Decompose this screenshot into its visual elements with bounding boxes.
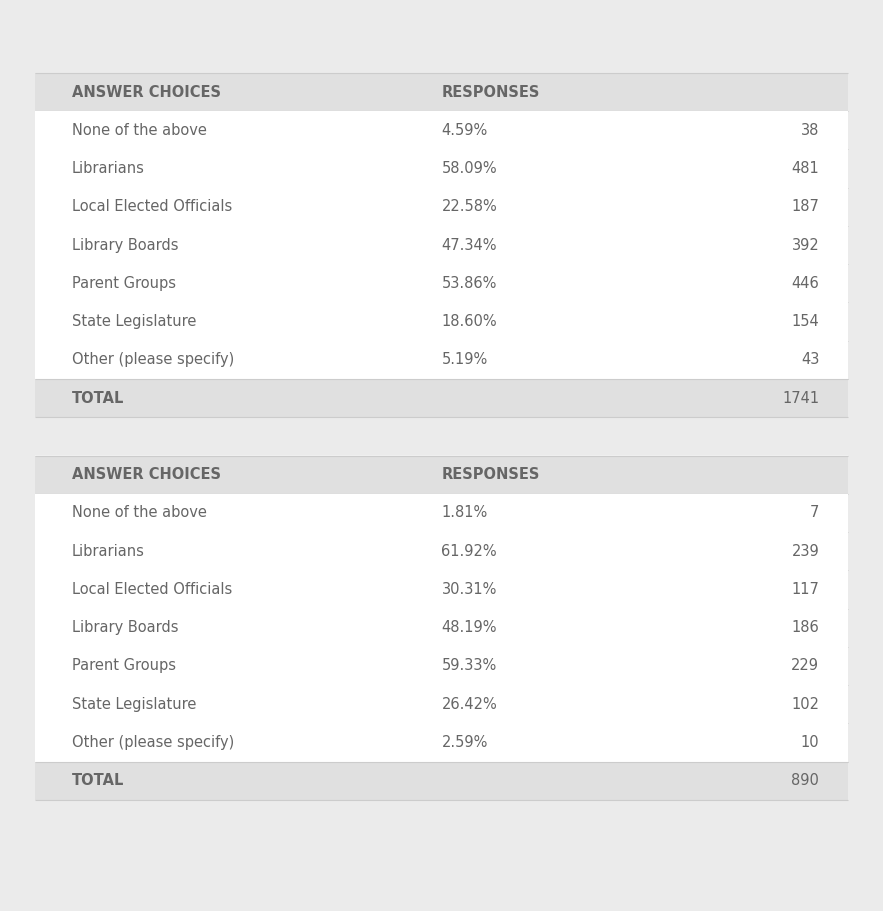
Text: 61.92%: 61.92%: [442, 544, 497, 558]
Bar: [35, 456, 848, 800]
Bar: [35, 570, 848, 609]
Text: Librarians: Librarians: [72, 544, 145, 558]
Text: 5.19%: 5.19%: [442, 353, 487, 367]
Text: 890: 890: [791, 773, 819, 788]
Text: State Legislature: State Legislature: [72, 697, 196, 711]
Bar: [35, 264, 848, 302]
Text: Library Boards: Library Boards: [72, 238, 178, 252]
Text: Local Elected Officials: Local Elected Officials: [72, 200, 232, 214]
Bar: [35, 456, 848, 494]
Text: ANSWER CHOICES: ANSWER CHOICES: [72, 85, 221, 99]
Text: 446: 446: [791, 276, 819, 291]
Text: 26.42%: 26.42%: [442, 697, 497, 711]
Text: Library Boards: Library Boards: [72, 620, 178, 635]
Text: TOTAL: TOTAL: [72, 391, 125, 405]
Bar: [35, 302, 848, 341]
Text: 229: 229: [791, 659, 819, 673]
Text: None of the above: None of the above: [72, 506, 207, 520]
Text: Other (please specify): Other (please specify): [72, 735, 234, 750]
Bar: [35, 226, 848, 264]
Text: 187: 187: [791, 200, 819, 214]
Bar: [35, 111, 848, 149]
Text: 53.86%: 53.86%: [442, 276, 497, 291]
Text: Parent Groups: Parent Groups: [72, 276, 176, 291]
Text: 239: 239: [791, 544, 819, 558]
Text: ANSWER CHOICES: ANSWER CHOICES: [72, 467, 221, 482]
Text: Other (please specify): Other (please specify): [72, 353, 234, 367]
Text: 58.09%: 58.09%: [442, 161, 497, 176]
Text: Librarians: Librarians: [72, 161, 145, 176]
Bar: [35, 149, 848, 188]
Text: None of the above: None of the above: [72, 123, 207, 138]
Text: TOTAL: TOTAL: [72, 773, 125, 788]
Text: 18.60%: 18.60%: [442, 314, 497, 329]
Text: 59.33%: 59.33%: [442, 659, 497, 673]
Text: 38: 38: [801, 123, 819, 138]
Text: 154: 154: [791, 314, 819, 329]
Text: 2.59%: 2.59%: [442, 735, 488, 750]
Text: 392: 392: [791, 238, 819, 252]
Text: 47.34%: 47.34%: [442, 238, 497, 252]
Text: Parent Groups: Parent Groups: [72, 659, 176, 673]
Text: 1.81%: 1.81%: [442, 506, 487, 520]
Bar: [35, 762, 848, 800]
Text: 186: 186: [791, 620, 819, 635]
Bar: [35, 647, 848, 685]
Bar: [35, 379, 848, 417]
Text: Local Elected Officials: Local Elected Officials: [72, 582, 232, 597]
Text: 4.59%: 4.59%: [442, 123, 487, 138]
Text: 30.31%: 30.31%: [442, 582, 497, 597]
Text: 102: 102: [791, 697, 819, 711]
Text: 7: 7: [810, 506, 819, 520]
Bar: [35, 341, 848, 379]
Bar: [35, 609, 848, 647]
Bar: [35, 494, 848, 532]
Bar: [35, 188, 848, 226]
Bar: [35, 532, 848, 570]
Text: State Legislature: State Legislature: [72, 314, 196, 329]
Bar: [35, 685, 848, 723]
Bar: [35, 73, 848, 417]
Text: 481: 481: [791, 161, 819, 176]
Text: 1741: 1741: [782, 391, 819, 405]
Text: 48.19%: 48.19%: [442, 620, 497, 635]
Text: RESPONSES: RESPONSES: [442, 85, 540, 99]
Text: 117: 117: [791, 582, 819, 597]
Text: 10: 10: [801, 735, 819, 750]
Text: RESPONSES: RESPONSES: [442, 467, 540, 482]
Text: 43: 43: [801, 353, 819, 367]
Bar: [35, 73, 848, 111]
Bar: [35, 723, 848, 762]
Text: 22.58%: 22.58%: [442, 200, 497, 214]
